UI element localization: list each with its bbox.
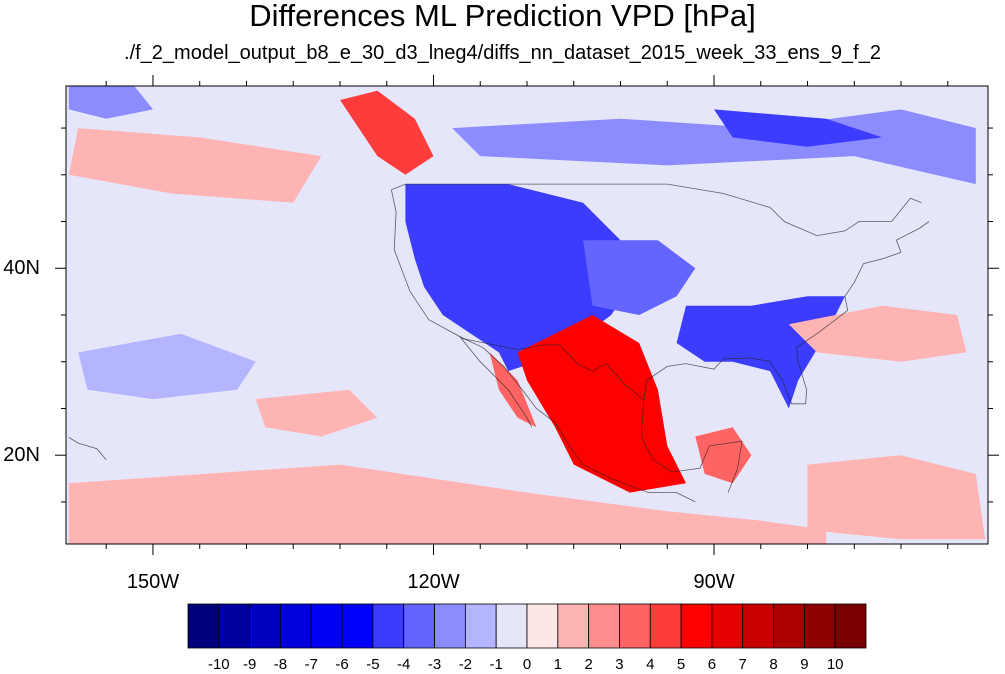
- colorbar-tick-label: 1: [553, 656, 562, 673]
- field-region: [68, 128, 322, 203]
- colorbar-swatch: [280, 603, 312, 649]
- colorbar-tick-label: -9: [242, 656, 257, 673]
- colorbar-swatch: [464, 603, 497, 649]
- colorbar-swatch: [649, 603, 682, 649]
- colorbar-swatch: [680, 603, 713, 649]
- y-tick-label: 40N: [3, 257, 40, 280]
- x-tick-label: 120W: [407, 571, 460, 593]
- colorbar-tick-label: -7: [304, 656, 318, 673]
- chart-title: Differences ML Prediction VPD [hPa]: [249, 0, 756, 33]
- colorbar-tick-label: -1: [489, 656, 503, 673]
- field-region: [583, 240, 696, 315]
- field-region: [255, 389, 378, 437]
- coastline: [68, 437, 107, 461]
- x-tick-label: 90W: [693, 571, 735, 593]
- colorbar-swatch: [372, 603, 405, 649]
- coastline: [640, 400, 743, 493]
- colorbar-swatch: [619, 603, 651, 649]
- coastline: [459, 336, 696, 503]
- colorbar-swatch: [588, 603, 620, 649]
- colorbar-tick-label: 3: [615, 656, 624, 673]
- y-tick-label: 20N: [3, 444, 40, 467]
- x-tick-label: 150W: [126, 571, 180, 593]
- colorbar-tick-label: 6: [707, 656, 717, 673]
- colorbar-swatch: [187, 603, 220, 649]
- colorbar-swatch: [557, 603, 590, 649]
- colorbar-swatch: [434, 603, 466, 649]
- coastline: [643, 221, 930, 405]
- coastline: [391, 189, 533, 428]
- colorbar-swatch: [803, 603, 836, 649]
- field-region: [517, 315, 686, 493]
- colorbar-swatch: [341, 603, 374, 649]
- colorbar-tick-label: 2: [584, 656, 593, 673]
- colorbar-tick-label: -8: [273, 656, 288, 673]
- colorbar-swatch: [249, 603, 281, 649]
- chart-subtitle: ./f_2_model_output_b8_e_30_d3_lneg4/diff…: [124, 42, 881, 64]
- colorbar-swatch: [773, 603, 805, 649]
- colorbar-swatch: [834, 603, 867, 649]
- coastline: [391, 183, 922, 237]
- field-region: [68, 464, 827, 544]
- field-region: [788, 305, 967, 362]
- colorbar-tick-label: -2: [458, 656, 473, 673]
- colorbar-tick-label: 8: [769, 656, 778, 673]
- field-region: [68, 86, 153, 119]
- colorbar-tick-label: 7: [738, 656, 747, 673]
- colorbar-tick-label: -6: [335, 656, 349, 673]
- colorbar-swatch: [711, 603, 744, 649]
- colorbar-swatch: [495, 603, 528, 649]
- colorbar-swatch: [526, 603, 559, 649]
- colorbar-tick-label: -5: [366, 656, 380, 673]
- field-region: [489, 352, 537, 428]
- coastline: [461, 338, 645, 401]
- field-region: [340, 90, 434, 175]
- colorbar-swatch: [742, 603, 774, 649]
- colorbar-tick-label: 9: [800, 656, 809, 673]
- colorbar-swatch: [403, 603, 435, 649]
- colorbar-tick-label: -4: [397, 656, 411, 673]
- colorbar-tick-label: -3: [427, 656, 442, 673]
- colorbar-tick-label: 10: [826, 656, 844, 673]
- field-region: [807, 455, 986, 540]
- colorbar-tick-label: 5: [676, 656, 686, 673]
- colorbar-tick-label: 0: [522, 656, 532, 673]
- colorbar-swatch: [218, 603, 251, 649]
- field-region: [78, 333, 256, 400]
- colorbar-tick-label: 4: [646, 656, 655, 673]
- colorbar-tick-label: -10: [207, 656, 230, 673]
- colorbar-swatch: [310, 603, 343, 649]
- field-region: [714, 109, 883, 147]
